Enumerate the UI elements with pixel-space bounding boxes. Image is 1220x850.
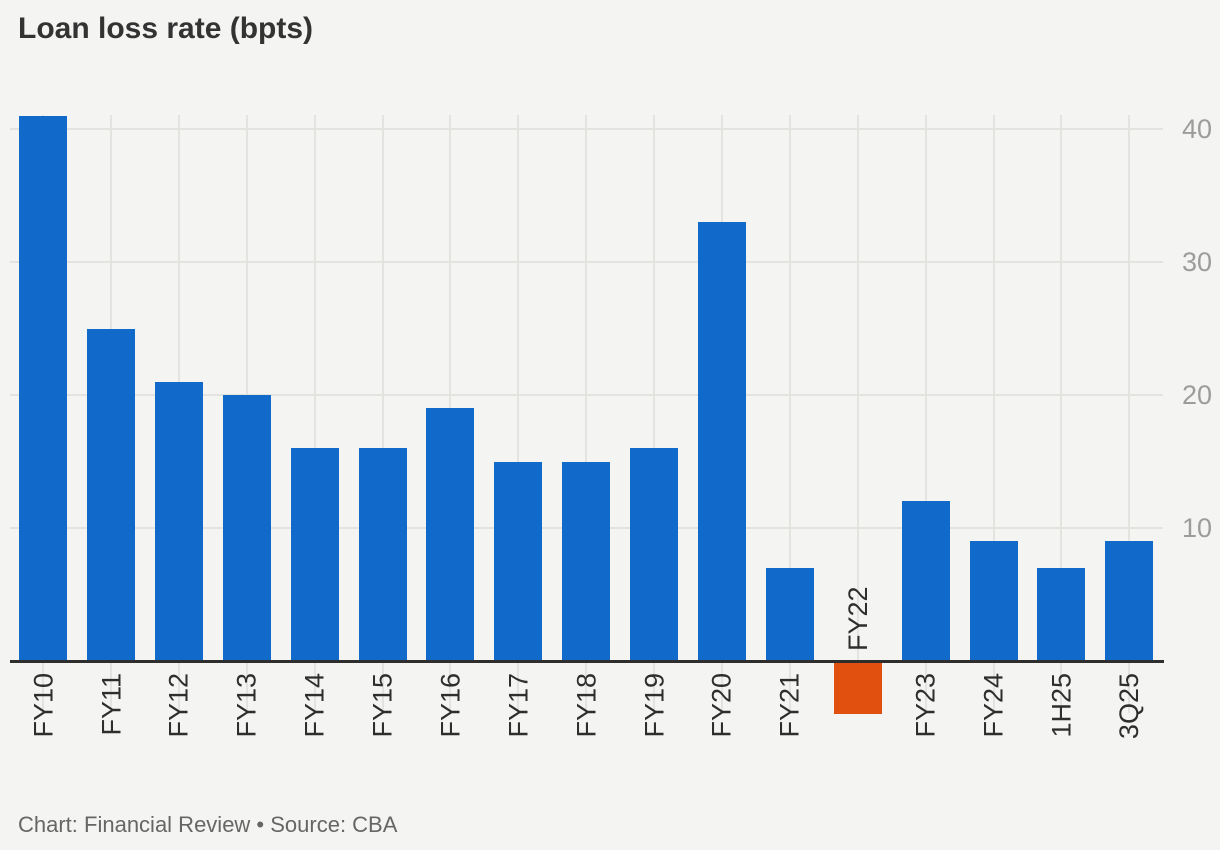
bar-FY14 (290, 448, 339, 661)
x-tick-label-FY13: FY13 (231, 673, 262, 738)
horizontal-gridline (10, 394, 1163, 396)
chart-footer-credit: Chart: Financial Review • Source: CBA (18, 812, 398, 837)
x-axis-line (10, 660, 1164, 663)
y-tick-label: 30 (1181, 247, 1212, 277)
horizontal-gridline (10, 261, 1163, 263)
chart-title: Loan loss rate (bpts) (18, 12, 314, 45)
x-tick-label-FY16: FY16 (435, 673, 466, 738)
bar-FY19 (630, 448, 679, 661)
x-tick-label-FY22: FY22 (842, 586, 873, 651)
vertical-gridline (653, 115, 656, 713)
y-tick-label: 10 (1181, 513, 1212, 543)
vertical-gridline (856, 115, 859, 713)
x-tick-label-FY19: FY19 (639, 673, 670, 738)
bar-3Q25 (1105, 541, 1154, 661)
bar-FY13 (222, 395, 271, 661)
vertical-gridline (313, 115, 316, 713)
vertical-gridline (1060, 115, 1063, 713)
bar-FY24 (969, 541, 1018, 661)
x-tick-label-FY20: FY20 (707, 673, 737, 738)
horizontal-gridline (10, 128, 1163, 130)
vertical-gridline (517, 115, 520, 713)
x-tick-label-FY12: FY12 (163, 673, 194, 738)
bar-FY12 (154, 381, 203, 661)
x-tick-label-FY15: FY15 (367, 673, 398, 738)
y-tick-label: 20 (1181, 380, 1212, 410)
bar-FY22 (833, 661, 882, 715)
bar-FY11 (87, 328, 136, 661)
vertical-gridline (788, 115, 791, 713)
y-tick-label: 40 (1181, 114, 1212, 144)
vertical-gridline (924, 115, 927, 713)
vertical-gridline (1128, 115, 1131, 713)
vertical-gridline (992, 115, 995, 713)
bar-1H25 (1037, 567, 1086, 661)
vertical-gridline (585, 115, 588, 713)
x-tick-label-FY21: FY21 (774, 673, 805, 738)
x-tick-label-3Q25: 3Q25 (1114, 673, 1145, 740)
x-tick-label-FY24: FY24 (978, 673, 1009, 738)
x-tick-label-FY23: FY23 (910, 673, 941, 738)
bar-FY15 (358, 448, 407, 661)
x-tick-label-FY17: FY17 (503, 673, 534, 738)
x-tick-label-FY10: FY10 (28, 673, 59, 738)
x-tick-label-FY11: FY11 (96, 673, 127, 736)
bar-FY17 (494, 461, 543, 661)
bar-FY23 (901, 501, 950, 661)
bar-FY10 (19, 115, 68, 661)
vertical-gridline (381, 115, 384, 713)
bar-FY20 (698, 222, 746, 661)
x-tick-label-1H25: 1H25 (1046, 673, 1077, 738)
bar-FY18 (562, 461, 611, 661)
bar-FY16 (426, 408, 475, 661)
x-tick-label-FY18: FY18 (571, 673, 602, 738)
bar-FY21 (765, 567, 814, 661)
x-tick-label-FY14: FY14 (299, 673, 330, 738)
